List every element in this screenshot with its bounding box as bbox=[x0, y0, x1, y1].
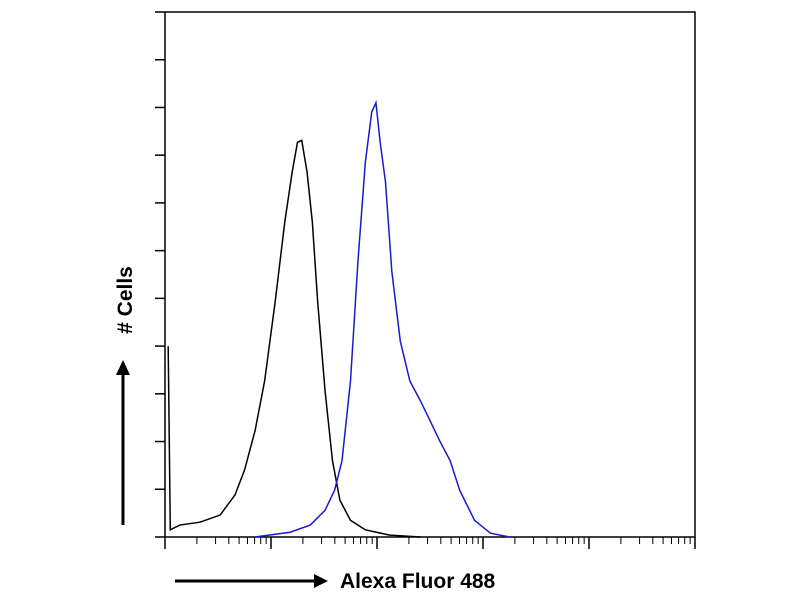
histogram-line bbox=[167, 139, 421, 538]
histogram-line bbox=[254, 99, 510, 538]
y-axis-label: # Cells bbox=[114, 266, 137, 334]
plot-frame bbox=[164, 11, 696, 538]
y-arrow-head bbox=[116, 360, 130, 375]
x-axis-label: Alexa Fluor 488 bbox=[340, 570, 496, 593]
x-arrow-head bbox=[314, 574, 328, 588]
